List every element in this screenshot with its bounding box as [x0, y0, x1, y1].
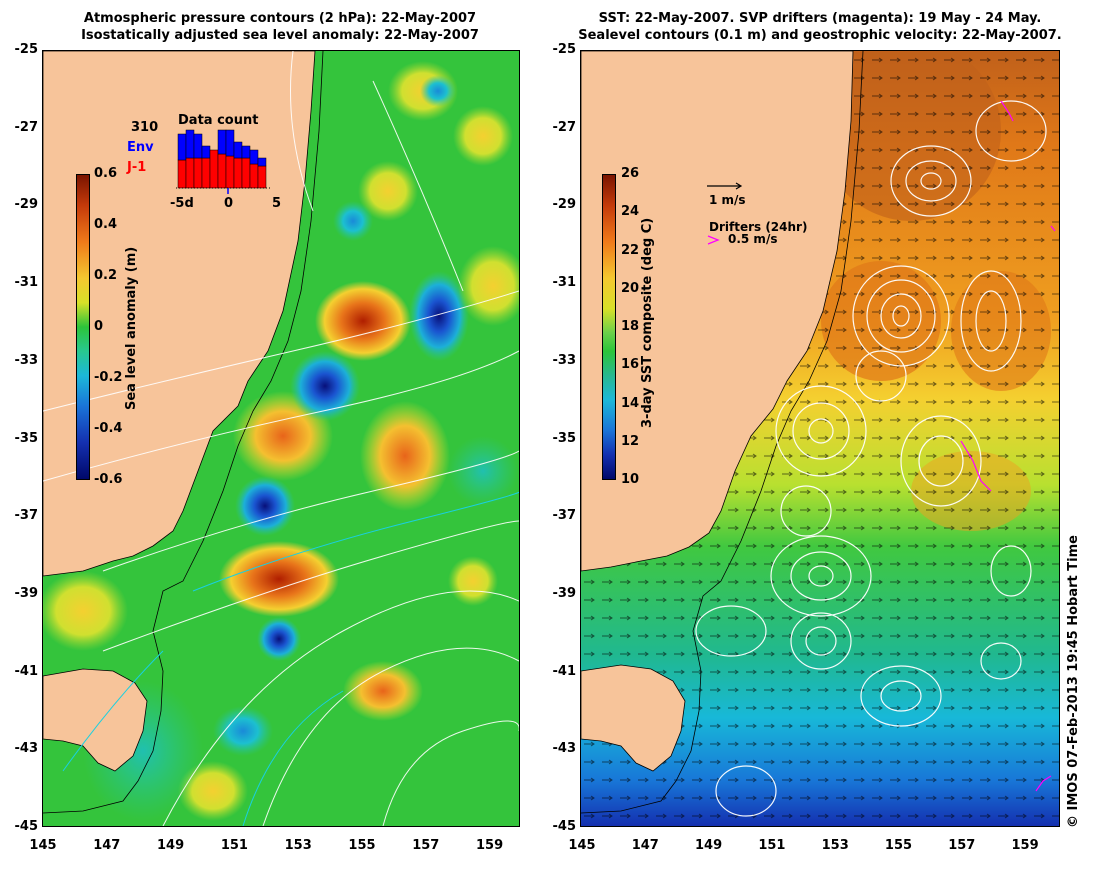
- x-tick-label: 145: [29, 838, 57, 853]
- right-panel-title: SST: 22-May-2007. SVP drifters (magenta)…: [575, 10, 1065, 44]
- y-tick-label: -35: [14, 430, 39, 446]
- sea-level-colorbar: [76, 174, 90, 480]
- y-tick-label: -29: [14, 197, 39, 213]
- y-tick-label: -33: [14, 352, 39, 368]
- x-tick-label: 147: [631, 838, 659, 853]
- y-tick-label: -39: [552, 585, 577, 601]
- colorbar-tick-label: -0.4: [94, 421, 123, 436]
- data-count-axis-zero: 0: [224, 196, 234, 211]
- right-title-line-2: Sealevel contours (0.1 m) and geostrophi…: [578, 28, 1062, 43]
- j1-series-label: J-1: [127, 160, 147, 175]
- x-tick-label: 157: [948, 838, 976, 853]
- colorbar-tick-label: 14: [621, 395, 640, 411]
- y-tick-label: -27: [14, 119, 39, 135]
- y-tick-label: -29: [552, 197, 577, 213]
- x-tick-label: 155: [884, 838, 913, 853]
- y-tick-label: -31: [552, 275, 577, 291]
- y-tick-label: -27: [552, 119, 577, 135]
- x-tick-label: 153: [821, 838, 849, 853]
- colorbar-tick-label: 12: [621, 433, 640, 449]
- right-title-line-1: SST: 22-May-2007. SVP drifters (magenta)…: [598, 11, 1042, 26]
- x-tick-label: 151: [220, 838, 248, 853]
- x-tick-label: 147: [93, 838, 121, 853]
- y-tick-label: -37: [14, 508, 39, 524]
- velocity-scale-label: 1 m/s: [709, 193, 746, 207]
- y-tick-label: -33: [552, 352, 577, 368]
- colorbar-tick-label: 26: [621, 166, 640, 181]
- x-tick-label: 151: [758, 838, 786, 853]
- env-series-label: Env: [127, 140, 154, 155]
- x-tick-label: 149: [695, 838, 723, 853]
- drifter-speed-label: 0.5 m/s: [728, 232, 778, 246]
- left-title-line-2: Isostatically adjusted sea level anomaly…: [81, 28, 479, 43]
- colorbar-tick-label: 0.2: [94, 268, 118, 283]
- data-count-title: Data count: [178, 113, 259, 128]
- x-tick-label: 153: [284, 838, 312, 853]
- colorbar-tick-label: 0: [94, 319, 104, 334]
- y-tick-label: -43: [552, 741, 577, 757]
- x-tick-label: 145: [568, 838, 596, 853]
- data-count-number: 310: [131, 120, 159, 135]
- colorbar-tick-label: 24: [621, 204, 640, 220]
- x-tick-label: 149: [157, 838, 185, 853]
- y-tick-label: -35: [552, 430, 577, 446]
- colorbar-tick-label: 20: [621, 280, 640, 296]
- colorbar-tick-label: 22: [621, 242, 640, 258]
- colorbar-tick-label: -0.2: [94, 370, 123, 385]
- y-tick-label: -45: [14, 819, 39, 834]
- sea-level-colorbar-label: Sea level anomaly (m): [124, 246, 139, 410]
- y-tick-label: -43: [14, 741, 39, 757]
- colorbar-tick-label: 18: [621, 319, 640, 334]
- drifter-arrow-icon: [707, 235, 720, 245]
- y-tick-label: -25: [14, 42, 39, 57]
- y-tick-label: -41: [14, 663, 39, 679]
- velocity-arrow-icon: [707, 182, 743, 190]
- x-tick-label: 157: [412, 838, 440, 853]
- colorbar-tick-label: 0.4: [94, 217, 118, 232]
- left-panel-title: Atmospheric pressure contours (2 hPa): 2…: [40, 10, 520, 44]
- y-tick-label: -37: [552, 508, 577, 524]
- y-tick-label: -45: [552, 819, 577, 834]
- y-tick-label: -25: [552, 42, 577, 57]
- x-tick-label: 155: [348, 838, 376, 853]
- colorbar-tick-label: -0.6: [94, 472, 123, 487]
- data-count-histogram: [176, 129, 272, 194]
- imos-credit: © IMOS 07-Feb-2013 19:45 Hobart Time: [1066, 535, 1081, 828]
- y-tick-label: -39: [14, 585, 39, 601]
- data-count-axis-min: -5d: [170, 196, 194, 211]
- data-count-axis-max: 5: [272, 196, 282, 211]
- sst-map-graphic: [581, 51, 1059, 826]
- sea-level-anomaly-map-graphic: [43, 51, 519, 826]
- drifters-legend-title: Drifters (24hr): [709, 220, 808, 234]
- sst-colorbar-label: 3-day SST composite (deg C): [640, 217, 655, 428]
- x-tick-label: 159: [476, 838, 504, 853]
- y-tick-label: -31: [14, 275, 39, 291]
- sea-level-anomaly-map: [42, 50, 520, 827]
- y-tick-label: -41: [552, 663, 577, 679]
- colorbar-tick-label: 10: [621, 472, 640, 487]
- left-title-line-1: Atmospheric pressure contours (2 hPa): 2…: [83, 11, 477, 26]
- colorbar-tick-label: 16: [621, 357, 640, 373]
- colorbar-tick-label: 0.6: [94, 166, 118, 181]
- x-tick-label: 159: [1011, 838, 1039, 853]
- sst-map: [580, 50, 1060, 827]
- histogram-bars: [177, 129, 267, 189]
- sst-colorbar: [602, 174, 616, 480]
